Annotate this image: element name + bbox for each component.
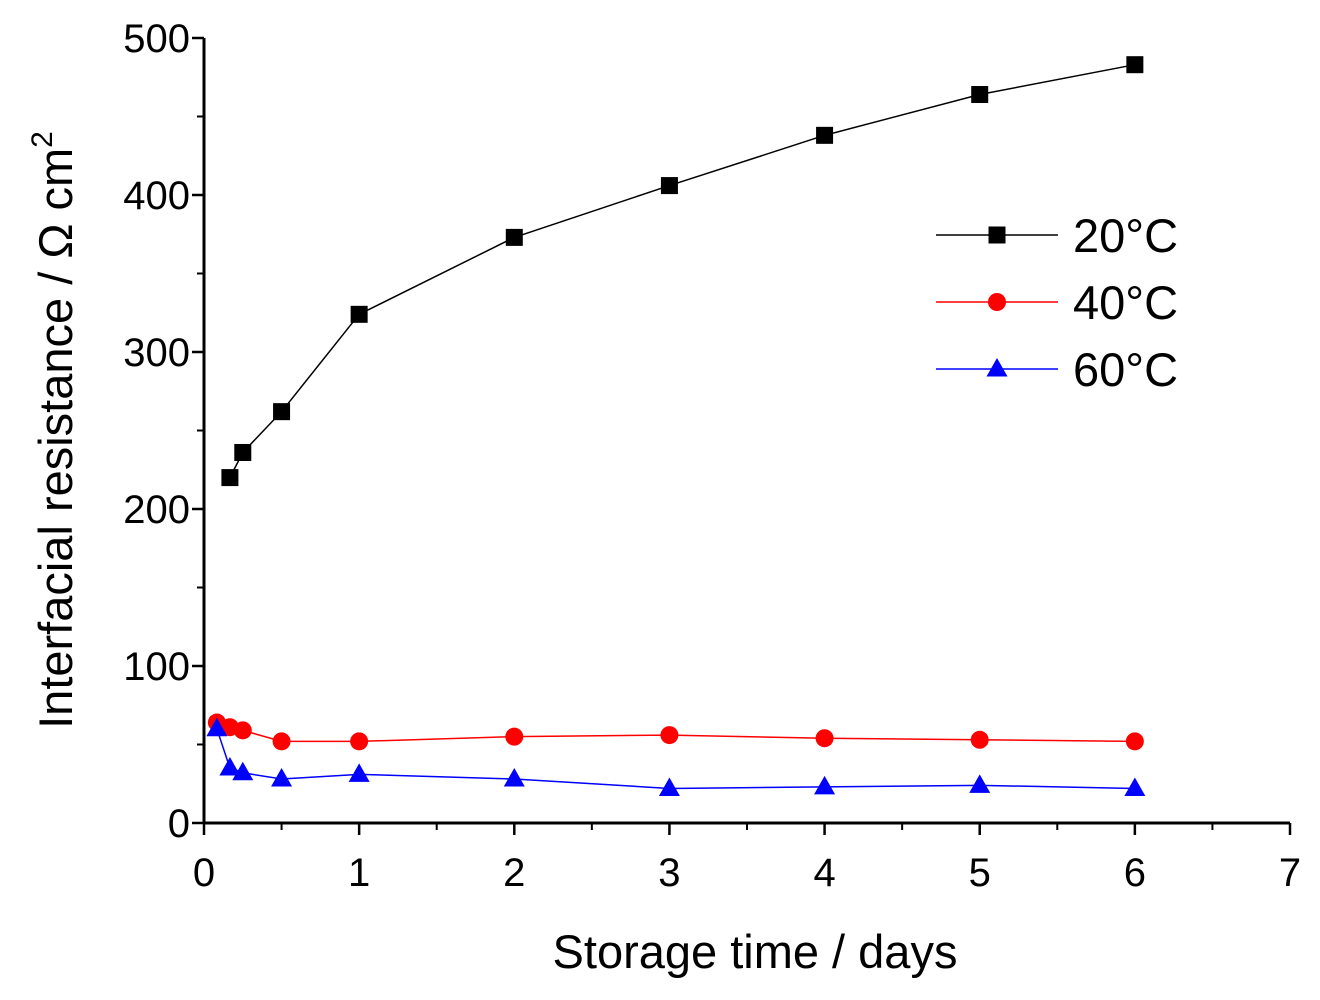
data-point [348,763,370,782]
data-point [970,730,989,749]
x-axis-title: Storage time / days [553,925,958,978]
y-axis-title-main: Interfacial resistance / Ω cm [29,148,82,729]
data-point [505,727,524,746]
series-1 [207,713,1144,751]
x-tick-label: 7 [1279,851,1301,895]
x-tick-label: 6 [1124,851,1146,895]
legend: 20°C 40°C 60°C [936,209,1178,396]
data-point [350,732,369,751]
series-2 [206,717,1146,796]
data-point [350,305,368,323]
data-point [271,768,293,787]
y-tick-label: 400 [123,174,190,218]
data-point [272,732,291,751]
data-point [814,775,836,795]
y-tick-label: 500 [123,17,190,61]
data-point [503,768,525,787]
series-0 [221,56,1144,487]
data-point [658,777,680,796]
data-point [816,126,834,144]
data-point [206,717,228,737]
legend-item: 20°C [936,209,1178,262]
data-point [815,729,834,748]
data-point [969,774,991,793]
data-point [1124,777,1146,796]
axes [202,38,1290,825]
y-tick-label: 300 [123,331,190,375]
data-point [660,726,679,745]
data-point [219,757,241,776]
data-point [1125,732,1144,751]
y-tick-label: 0 [168,802,190,846]
data-point [660,177,678,195]
data-point [505,228,523,246]
data-point [971,86,989,104]
data-point [232,761,254,781]
x-tick-label: 1 [348,851,370,895]
legend-label: 40°C [1073,276,1178,329]
legend-item: 60°C [936,343,1178,396]
legend-marker [988,226,1006,244]
legend-label: 60°C [1073,343,1178,396]
y-tick-label: 100 [123,645,190,689]
legend-item: 40°C [936,276,1178,329]
data-point [1126,56,1144,74]
y-axis-title: Interfacial resistance / Ω cm2 [26,131,82,729]
x-tick-label: 2 [503,851,525,895]
data-point [273,403,291,421]
y-axis-title-superscript: 2 [26,131,59,148]
x-tick-label: 5 [969,851,991,895]
series-layer [206,56,1146,796]
series-line [229,63,1135,478]
tick-labels: 0 1 2 3 4 5 6 7 0 100 200 300 400 500 [123,17,1301,895]
x-tick-label: 3 [658,851,680,895]
legend-label: 20°C [1073,209,1178,262]
data-point [233,721,252,740]
x-tick-label: 0 [193,851,215,895]
legend-marker [988,293,1006,311]
y-tick-label: 200 [123,488,190,532]
data-point [234,443,252,461]
data-point [221,469,239,487]
legend-marker [986,358,1008,377]
x-tick-label: 4 [813,851,835,895]
ticks [192,36,1292,835]
